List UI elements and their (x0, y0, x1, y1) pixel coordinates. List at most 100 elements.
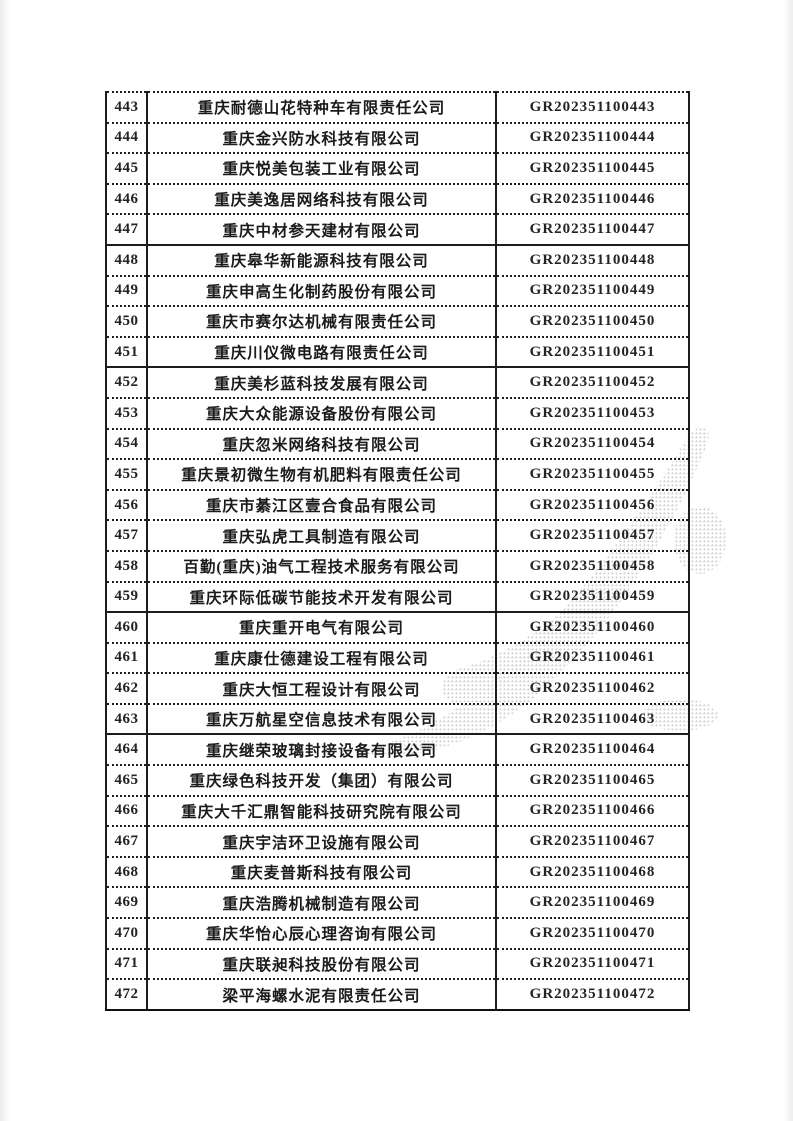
certificate-code: GR202351100472 (495, 978, 690, 1011)
certificate-code: GR202351100450 (495, 305, 690, 338)
company-name: 重庆美逸居网络科技有限公司 (146, 182, 497, 216)
scan-edge-shading-right (783, 0, 793, 1121)
row-number: 471 (105, 947, 148, 981)
company-name: 重庆中材参天建材有限公司 (146, 213, 497, 246)
company-name: 重庆大恒工程设计有限公司 (146, 672, 497, 705)
row-number: 456 (105, 488, 148, 522)
table-row: 458 百勤(重庆)油气工程技术服务有限公司 GR202351100458 (105, 549, 690, 583)
table-row: 460 重庆重开电气有限公司 GR202351100460 (105, 611, 690, 644)
certificate-code: GR202351100456 (495, 488, 690, 522)
company-name: 重庆川仪微电路有限责任公司 (146, 335, 497, 369)
table-row: 463 重庆万航星空信息技术有限公司 GR202351100463 (105, 702, 690, 736)
certificate-code: GR202351100445 (495, 152, 690, 185)
row-number: 459 (105, 580, 148, 614)
certificate-code: GR202351100466 (495, 794, 690, 828)
certificate-code: GR202351100458 (495, 549, 690, 583)
certificate-code: GR202351100467 (495, 825, 690, 858)
row-number: 472 (105, 978, 148, 1011)
row-number: 461 (105, 641, 148, 675)
certificate-code: GR202351100471 (495, 947, 690, 981)
row-number: 465 (105, 764, 148, 797)
row-number: 445 (105, 152, 148, 185)
certificate-code: GR202351100462 (495, 672, 690, 705)
company-name: 梁平海螺水泥有限责任公司 (146, 978, 497, 1011)
table-row: 444 重庆金兴防水科技有限公司 GR202351100444 (105, 121, 690, 155)
table-row: 456 重庆市綦江区壹合食品有限公司 GR202351100456 (105, 488, 690, 522)
row-number: 469 (105, 886, 148, 920)
certificate-code: GR202351100451 (495, 335, 690, 369)
certificate-code: GR202351100448 (495, 243, 690, 277)
company-name: 重庆皋华新能源科技有限公司 (146, 243, 497, 277)
certificate-code: GR202351100444 (495, 121, 690, 155)
row-number: 446 (105, 182, 148, 216)
company-name: 重庆申高生化制药股份有限公司 (146, 274, 497, 308)
table-row: 470 重庆华怡心辰心理咨询有限公司 GR202351100470 (105, 917, 690, 950)
table-row: 450 重庆市赛尔达机械有限责任公司 GR202351100450 (105, 305, 690, 338)
scan-edge-shading-left (0, 0, 10, 1121)
table-row: 466 重庆大千汇鼎智能科技研究院有限公司 GR202351100466 (105, 794, 690, 828)
table-row: 472 梁平海螺水泥有限责任公司 GR202351100472 (105, 978, 690, 1011)
company-name: 重庆大众能源设备股份有限公司 (146, 396, 497, 430)
table-row: 451 重庆川仪微电路有限责任公司 GR202351100451 (105, 335, 690, 369)
row-number: 464 (105, 733, 148, 767)
company-name: 重庆美杉蓝科技发展有限公司 (146, 366, 497, 399)
company-name: 重庆大千汇鼎智能科技研究院有限公司 (146, 794, 497, 828)
row-number: 468 (105, 855, 148, 889)
row-number: 466 (105, 794, 148, 828)
row-number: 449 (105, 274, 148, 308)
row-number: 470 (105, 917, 148, 950)
company-name: 重庆浩腾机械制造有限公司 (146, 886, 497, 920)
company-name: 重庆重开电气有限公司 (146, 611, 497, 644)
company-name: 重庆麦普斯科技有限公司 (146, 855, 497, 889)
certificate-code: GR202351100468 (495, 855, 690, 889)
table-row: 453 重庆大众能源设备股份有限公司 GR202351100453 (105, 396, 690, 430)
company-name: 重庆市赛尔达机械有限责任公司 (146, 305, 497, 338)
row-number: 444 (105, 121, 148, 155)
table-row: 465 重庆绿色科技开发（集团）有限公司 GR202351100465 (105, 764, 690, 797)
certificate-code: GR202351100457 (495, 519, 690, 552)
certificate-code: GR202351100452 (495, 366, 690, 399)
certificate-code: GR202351100454 (495, 427, 690, 461)
company-name: 重庆环际低碳节能技术开发有限公司 (146, 580, 497, 614)
certificate-table: 443 重庆耐德山花特种车有限责任公司 GR202351100443 444 重… (105, 91, 690, 1011)
certificate-code: GR202351100453 (495, 396, 690, 430)
certificate-code: GR202351100465 (495, 764, 690, 797)
company-name: 重庆市綦江区壹合食品有限公司 (146, 488, 497, 522)
row-number: 447 (105, 213, 148, 246)
table-row: 454 重庆忽米网络科技有限公司 GR202351100454 (105, 427, 690, 461)
table-row: 446 重庆美逸居网络科技有限公司 GR202351100446 (105, 182, 690, 216)
certificate-code: GR202351100459 (495, 580, 690, 614)
company-name: 重庆金兴防水科技有限公司 (146, 121, 497, 155)
company-name: 重庆康仕德建设工程有限公司 (146, 641, 497, 675)
row-number: 460 (105, 611, 148, 644)
table-row: 468 重庆麦普斯科技有限公司 GR202351100468 (105, 855, 690, 889)
table-row: 443 重庆耐德山花特种车有限责任公司 GR202351100443 (105, 91, 690, 124)
company-name: 重庆耐德山花特种车有限责任公司 (146, 91, 497, 124)
table-row: 452 重庆美杉蓝科技发展有限公司 GR202351100452 (105, 366, 690, 399)
company-name: 重庆联昶科技股份有限公司 (146, 947, 497, 981)
certificate-table-container: 443 重庆耐德山花特种车有限责任公司 GR202351100443 444 重… (105, 91, 690, 1011)
table-row: 464 重庆继荣玻璃封接设备有限公司 GR202351100464 (105, 733, 690, 767)
company-name: 重庆宇洁环卫设施有限公司 (146, 825, 497, 858)
table-row: 471 重庆联昶科技股份有限公司 GR202351100471 (105, 947, 690, 981)
company-name: 重庆华怡心辰心理咨询有限公司 (146, 917, 497, 950)
row-number: 462 (105, 672, 148, 705)
certificate-code: GR202351100470 (495, 917, 690, 950)
row-number: 457 (105, 519, 148, 552)
row-number: 454 (105, 427, 148, 461)
row-number: 455 (105, 458, 148, 491)
company-name: 重庆弘虎工具制造有限公司 (146, 519, 497, 552)
certificate-code: GR202351100447 (495, 213, 690, 246)
company-name: 重庆万航星空信息技术有限公司 (146, 702, 497, 736)
table-row: 447 重庆中材参天建材有限公司 GR202351100447 (105, 213, 690, 246)
row-number: 458 (105, 549, 148, 583)
table-row: 462 重庆大恒工程设计有限公司 GR202351100462 (105, 672, 690, 705)
certificate-code: GR202351100446 (495, 182, 690, 216)
table-row: 449 重庆申高生化制药股份有限公司 GR202351100449 (105, 274, 690, 308)
row-number: 453 (105, 396, 148, 430)
certificate-code: GR202351100461 (495, 641, 690, 675)
table-row: 455 重庆景初微生物有机肥料有限责任公司 GR202351100455 (105, 458, 690, 491)
company-name: 重庆绿色科技开发（集团）有限公司 (146, 764, 497, 797)
table-row: 469 重庆浩腾机械制造有限公司 GR202351100469 (105, 886, 690, 920)
